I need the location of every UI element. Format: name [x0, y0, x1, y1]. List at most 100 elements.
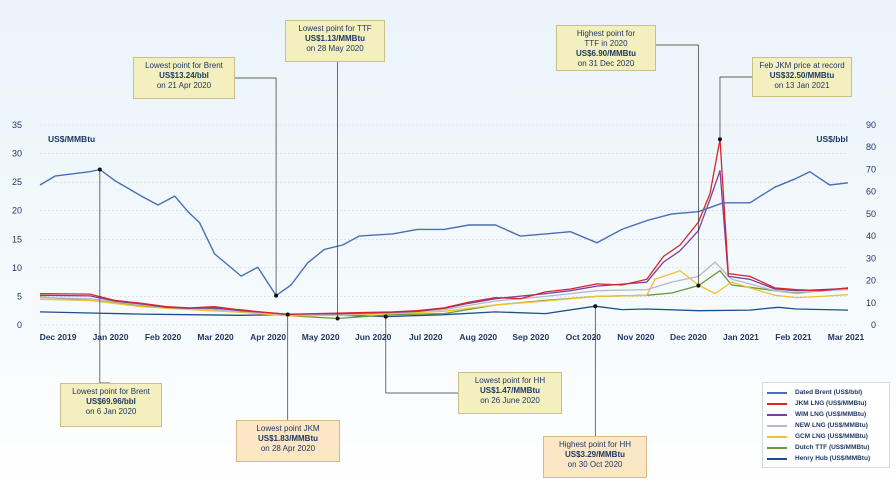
annotation-marker [593, 304, 598, 309]
legend-swatch [767, 446, 787, 449]
legend-swatch [767, 402, 787, 405]
legend-item: Dated Brent (US$/bbl) [767, 387, 885, 398]
y-tick-left: 10 [12, 263, 22, 273]
x-tick-label: Mar 2021 [828, 332, 865, 342]
callout-value: US$1.47/MMBtu [479, 386, 540, 395]
callout-jkm-low: Lowest point JKM US$1.83/MMBtu on 28 Apr… [236, 420, 340, 462]
legend-label: Dutch TTF (US$/MMBtu) [795, 444, 870, 451]
y-tick-left: 15 [12, 234, 22, 244]
leader-line [385, 316, 458, 394]
callout-line1: Lowest point for Brent [72, 387, 150, 396]
callout-line1: Highest point for [576, 29, 636, 38]
callout-line1: Feb JKM price at record [759, 61, 845, 70]
callout-date: on 26 June 2020 [480, 396, 540, 405]
annotation-marker [717, 137, 722, 142]
legend-item: Dutch TTF (US$/MMBtu) [767, 442, 885, 453]
legend-label: Dated Brent (US$/bbl) [795, 389, 863, 396]
chart-legend: Dated Brent (US$/bbl) JKM LNG (US$/MMBtu… [762, 382, 890, 468]
x-tick-label: Apr 2020 [250, 332, 286, 342]
callout-line1: Lowest point for TTF [298, 24, 372, 33]
x-tick-label: Jun 2020 [355, 332, 392, 342]
leader-line [656, 44, 699, 286]
legend-item: WIM LNG (US$/MMBtu) [767, 409, 885, 420]
callout-value: US$6.90/MMBtu [575, 49, 636, 58]
callout-date: on 28 May 2020 [306, 44, 364, 53]
callout-date: on 6 Jan 2020 [85, 407, 137, 416]
legend-item: JKM LNG (US$/MMBtu) [767, 398, 885, 409]
y-tick-left: 5 [17, 291, 22, 301]
x-tick-label: Dec 2020 [670, 332, 707, 342]
legend-item: NEW LNG (US$/MMBtu) [767, 420, 885, 431]
annotation-marker [97, 167, 102, 172]
callout-line1: Lowest point for HH [474, 376, 546, 385]
callout-value: US$3.29/MMBtu [564, 450, 625, 459]
x-tick-label: Jan 2021 [723, 332, 759, 342]
annotation-marker [285, 312, 290, 317]
y-tick-left: 20 [12, 206, 22, 216]
callout-jkm-record: Feb JKM price at record US$32.50/MMBtu o… [752, 57, 852, 97]
x-tick-label: Jul 2020 [409, 332, 443, 342]
x-tick-label: Oct 2020 [566, 332, 602, 342]
callout-ttf-high: Highest point for TTF in 2020 US$6.90/MM… [556, 25, 656, 71]
y-tick-right: 50 [866, 209, 876, 219]
callout-date: on 13 Jan 2021 [774, 81, 830, 90]
y-tick-right: 40 [866, 231, 876, 241]
x-tick-label: Nov 2020 [617, 332, 655, 342]
annotation-marker [696, 283, 701, 288]
callout-value: US$13.24/bbl [159, 71, 209, 80]
callout-line1: Lowest point for Brent [145, 61, 223, 70]
callout-ttf-low: Lowest point for TTF US$1.13/MMBtu on 28… [285, 20, 385, 62]
callout-date: on 31 Dec 2020 [577, 59, 635, 68]
legend-swatch [767, 391, 787, 394]
x-tick-label: May 2020 [302, 332, 340, 342]
callout-date: on 21 Apr 2020 [156, 81, 212, 90]
legend-swatch [767, 435, 787, 438]
x-tick-label: Mar 2020 [197, 332, 234, 342]
legend-label: WIM LNG (US$/MMBtu) [795, 411, 867, 418]
x-tick-label: Aug 2020 [459, 332, 497, 342]
callout-brent-jan: Lowest point for Brent US$69.96/bbl on 6… [60, 383, 162, 427]
callout-value: US$1.13/MMBtu [304, 34, 365, 43]
y-tick-left: 0 [17, 320, 22, 330]
callout-value: US$32.50/MMBtu [769, 71, 835, 80]
callout-hh-low: Lowest point for HH US$1.47/MMBtu on 26 … [458, 372, 562, 414]
leader-line [235, 77, 277, 296]
series-line [39, 168, 849, 297]
callout-line1b: TTF in 2020 [584, 39, 628, 48]
series-line [39, 270, 849, 317]
y-axis-label-right: US$/bbl [816, 134, 848, 144]
callout-value: US$69.96/bbl [86, 397, 136, 406]
y-tick-right: 30 [866, 253, 876, 263]
y-tick-left: 30 [12, 149, 22, 159]
x-tick-label: Jan 2020 [93, 332, 129, 342]
y-tick-left: 25 [12, 177, 22, 187]
legend-swatch [767, 457, 787, 460]
y-tick-right: 80 [866, 142, 876, 152]
x-tick-label: Feb 2021 [775, 332, 812, 342]
legend-item: GCM LNG (US$/MMBtu) [767, 431, 885, 442]
y-tick-right: 90 [866, 120, 876, 130]
legend-label: JKM LNG (US$/MMBtu) [795, 400, 867, 407]
annotation-marker [335, 316, 340, 321]
callout-brent-low: Lowest point for Brent US$13.24/bbl on 2… [133, 57, 235, 99]
callout-hh-high: Highest point for HH US$3.29/MMBtu on 30… [543, 436, 647, 478]
series-line [39, 138, 849, 316]
legend-label: GCM LNG (US$/MMBtu) [795, 433, 868, 440]
y-tick-right: 10 [866, 298, 876, 308]
callout-date: on 30 Oct 2020 [567, 460, 623, 469]
annotation-marker [274, 293, 279, 298]
legend-item: Henry Hub (US$/MMBtu) [767, 453, 885, 464]
annotation-marker [383, 314, 388, 319]
legend-swatch [767, 413, 787, 416]
y-tick-right: 0 [871, 320, 876, 330]
series-line [39, 261, 849, 316]
x-tick-label: Sep 2020 [512, 332, 549, 342]
leader-line [719, 76, 752, 140]
x-tick-label: Dec 2019 [40, 332, 77, 342]
series-line [39, 305, 849, 318]
legend-label: NEW LNG (US$/MMBtu) [795, 422, 868, 429]
leader-line [99, 169, 110, 384]
x-tick-label: Feb 2020 [145, 332, 182, 342]
